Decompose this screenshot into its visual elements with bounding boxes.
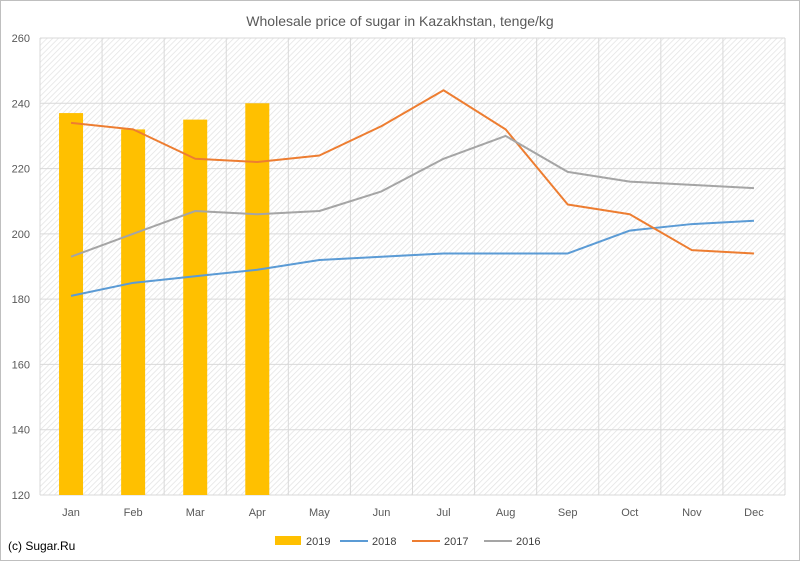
legend-label-2017: 2017: [444, 536, 468, 548]
bar-2019-Jan: [59, 113, 84, 495]
line-2016: [70, 134, 755, 258]
y-tick-label: 240: [12, 98, 30, 110]
legend-label-2019: 2019: [306, 536, 330, 548]
x-tick-label: Aug: [496, 507, 516, 519]
line-2017: [70, 89, 755, 255]
legend: 2019 2018 2017 2016: [275, 536, 540, 548]
x-tick-label: Jun: [373, 507, 391, 519]
legend-label-2016: 2016: [516, 536, 540, 548]
x-tick-label: May: [309, 507, 330, 519]
y-tick-label: 200: [12, 229, 30, 241]
line-2018: [70, 219, 755, 297]
legend-swatch-2019: [275, 536, 301, 545]
x-tick-label: Jul: [437, 507, 451, 519]
x-tick-label: Dec: [744, 507, 764, 519]
y-tick-label: 160: [12, 359, 30, 371]
bar-2019-Feb: [121, 129, 146, 495]
x-tick-label: Oct: [621, 507, 638, 519]
x-tick-label: Sep: [558, 507, 578, 519]
bar-2019-Apr: [245, 103, 270, 496]
bar-2019-Mar: [183, 119, 208, 495]
y-tick-label: 260: [12, 33, 30, 45]
x-tick-label: Feb: [124, 507, 143, 519]
y-tick-label: 220: [12, 164, 30, 176]
x-tick-label: Nov: [682, 507, 702, 519]
x-tick-label: Jan: [62, 507, 80, 519]
gridlines: [39, 37, 786, 496]
chart-title: Wholesale price of sugar in Kazakhstan, …: [246, 13, 553, 29]
legend-label-2018: 2018: [372, 536, 396, 548]
bars-2019: [59, 103, 270, 496]
x-axis-ticks: Jan Feb Mar Apr May Jun Jul Aug Sep Oct Nov Dec: [62, 507, 764, 519]
copyright-text: (c) Sugar.Ru: [8, 539, 76, 553]
line-series: [70, 89, 755, 297]
x-tick-label: Mar: [186, 507, 205, 519]
y-axis-ticks: 120 140 160 180 200 220 240 260: [12, 33, 30, 502]
y-tick-label: 140: [12, 425, 30, 437]
y-tick-label: 120: [12, 490, 30, 502]
x-tick-label: Apr: [249, 507, 266, 519]
y-tick-label: 180: [12, 294, 30, 306]
